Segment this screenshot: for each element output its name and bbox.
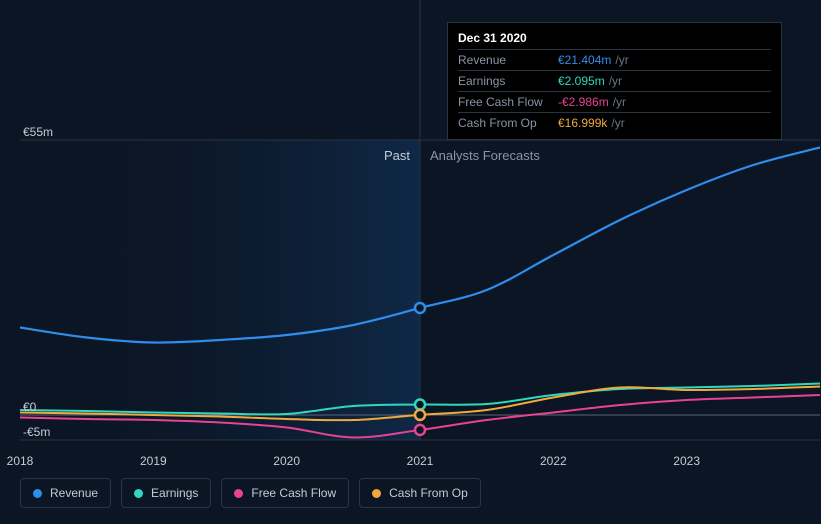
legend-dot-icon bbox=[33, 489, 42, 498]
chart-legend: Revenue Earnings Free Cash Flow Cash From O… bbox=[20, 478, 481, 508]
marker-fcf bbox=[415, 425, 425, 435]
tooltip-metric-unit: /yr bbox=[611, 116, 624, 130]
tooltip-metric-label: Earnings bbox=[458, 74, 550, 88]
tooltip-row: Earnings €2.095m/yr bbox=[458, 71, 771, 92]
x-axis-label: 2020 bbox=[273, 454, 300, 468]
legend-label: Free Cash Flow bbox=[251, 486, 336, 500]
legend-label: Revenue bbox=[50, 486, 98, 500]
legend-dot-icon bbox=[134, 489, 143, 498]
legend-label: Cash From Op bbox=[389, 486, 468, 500]
y-axis-label: -€5m bbox=[23, 425, 50, 439]
zone-label-past: Past bbox=[384, 148, 410, 163]
tooltip-metric-label: Free Cash Flow bbox=[458, 95, 550, 109]
legend-item-cfo[interactable]: Cash From Op bbox=[359, 478, 481, 508]
tooltip-metric-label: Cash From Op bbox=[458, 116, 550, 130]
tooltip-metric-value: -€2.986m/yr bbox=[558, 95, 626, 109]
tooltip-row: Cash From Op €16.999k/yr bbox=[458, 113, 771, 133]
tooltip-metric-unit: /yr bbox=[615, 53, 628, 67]
legend-item-earnings[interactable]: Earnings bbox=[121, 478, 211, 508]
x-axis-label: 2019 bbox=[140, 454, 167, 468]
zone-label-forecast: Analysts Forecasts bbox=[430, 148, 540, 163]
legend-item-revenue[interactable]: Revenue bbox=[20, 478, 111, 508]
x-axis-label: 2022 bbox=[540, 454, 567, 468]
tooltip-metric-unit: /yr bbox=[609, 74, 622, 88]
x-axis-label: 2021 bbox=[407, 454, 434, 468]
y-axis-label: €0 bbox=[23, 400, 36, 414]
legend-label: Earnings bbox=[151, 486, 198, 500]
tooltip-metric-value: €2.095m/yr bbox=[558, 74, 622, 88]
x-axis-label: 2023 bbox=[673, 454, 700, 468]
chart-tooltip: Dec 31 2020 Revenue €21.404m/yr Earnings €2… bbox=[447, 22, 782, 140]
tooltip-metric-value: €16.999k/yr bbox=[558, 116, 625, 130]
marker-earnings bbox=[415, 400, 425, 410]
tooltip-date: Dec 31 2020 bbox=[458, 29, 771, 50]
legend-dot-icon bbox=[234, 489, 243, 498]
marker-cfo bbox=[415, 410, 425, 420]
tooltip-row: Revenue €21.404m/yr bbox=[458, 50, 771, 71]
legend-dot-icon bbox=[372, 489, 381, 498]
tooltip-metric-value: €21.404m/yr bbox=[558, 53, 629, 67]
financials-chart: Past Analysts Forecasts -€5m€0€55m 20182… bbox=[20, 0, 820, 524]
y-axis-label: €55m bbox=[23, 125, 53, 139]
tooltip-row: Free Cash Flow -€2.986m/yr bbox=[458, 92, 771, 113]
x-axis-label: 2018 bbox=[7, 454, 34, 468]
tooltip-metric-label: Revenue bbox=[458, 53, 550, 67]
legend-item-fcf[interactable]: Free Cash Flow bbox=[221, 478, 349, 508]
marker-revenue bbox=[415, 303, 425, 313]
tooltip-metric-unit: /yr bbox=[613, 95, 626, 109]
